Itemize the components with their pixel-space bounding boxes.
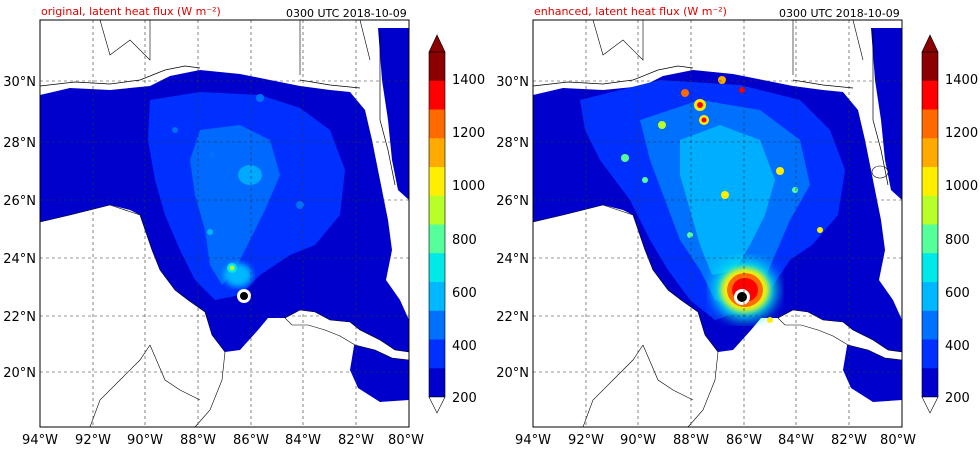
colorbar-segment	[429, 339, 445, 369]
x-tick-label: 88°W	[180, 433, 216, 448]
colorbar-segment	[922, 52, 938, 82]
colorbar-segment	[922, 167, 938, 197]
colorbar-segment	[922, 195, 938, 225]
x-tick-label: 94°W	[22, 433, 58, 448]
y-tick-label: 20°N	[3, 366, 36, 381]
y-tick-label: 20°N	[496, 366, 529, 381]
colorbar-segment	[922, 138, 938, 168]
x-tick-label: 80°W	[880, 433, 916, 448]
y-tick-label: 24°N	[3, 252, 36, 267]
colorbar-segment	[922, 310, 938, 340]
colorbar-label: 200	[452, 391, 477, 406]
left-y-ticks: 30°N 28°N 26°N 24°N 22°N 20°N	[3, 75, 36, 381]
colorbar-segment	[429, 138, 445, 168]
right-y-ticks: 30°N 28°N 26°N 24°N 22°N 20°N	[496, 75, 529, 381]
y-tick-label: 26°N	[3, 194, 36, 209]
colorbar-label: 1200	[452, 126, 485, 141]
colorbar-label: 1200	[945, 126, 978, 141]
colorbar-segment	[429, 224, 445, 254]
colorbar-segment	[922, 224, 938, 254]
x-tick-label: 92°W	[75, 433, 111, 448]
x-tick-label: 86°W	[726, 433, 762, 448]
right-gridlines	[533, 20, 902, 427]
left-colorbar-top-arrow	[428, 34, 446, 53]
colorbar-segment	[429, 52, 445, 82]
y-tick-label: 22°N	[3, 310, 36, 325]
colorbar-segment	[429, 253, 445, 283]
right-panel-title: enhanced, latent heat flux (W m⁻²)	[534, 5, 727, 18]
x-tick-label: 82°W	[338, 433, 374, 448]
left-colorbar-bottom-arrow	[428, 396, 446, 414]
colorbar-segment	[429, 109, 445, 139]
colorbar-label: 1000	[945, 179, 978, 194]
left-map	[39, 19, 410, 428]
right-colorbar	[921, 34, 939, 414]
colorbar-segment	[922, 339, 938, 369]
y-tick-label: 26°N	[496, 194, 529, 209]
x-tick-label: 84°W	[778, 433, 814, 448]
right-colorbar-labels: 1400 1200 1000 800 600 400 200	[945, 73, 978, 406]
y-tick-label: 28°N	[3, 136, 36, 151]
colorbar-segment	[429, 368, 445, 398]
left-panel-timestamp: 0300 UTC 2018-10-09	[286, 7, 407, 20]
colorbar-label: 400	[452, 339, 477, 354]
colorbar-segment	[429, 80, 445, 110]
y-tick-label: 24°N	[496, 252, 529, 267]
right-panel-timestamp: 0300 UTC 2018-10-09	[779, 7, 900, 20]
left-panel-title: original, latent heat flux (W m⁻²)	[41, 5, 221, 18]
x-tick-label: 90°W	[127, 433, 163, 448]
colorbar-label: 200	[945, 391, 970, 406]
colorbar-segment	[922, 80, 938, 110]
colorbar-label: 1000	[452, 179, 485, 194]
left-x-ticks: 94°W 92°W 90°W 88°W 86°W 84°W 82°W 80°W	[22, 433, 424, 448]
x-tick-label: 88°W	[673, 433, 709, 448]
colorbar-segment	[922, 253, 938, 283]
x-tick-label: 86°W	[233, 433, 269, 448]
right-colorbar-bottom-arrow	[921, 396, 939, 414]
x-tick-label: 92°W	[568, 433, 604, 448]
colorbar-segment	[429, 282, 445, 312]
colorbar-label: 800	[452, 233, 477, 248]
colorbar-segment	[922, 282, 938, 312]
colorbar-segment	[429, 195, 445, 225]
left-colorbar	[428, 34, 446, 414]
left-atlantic-field	[378, 28, 409, 200]
left-gridlines	[40, 20, 409, 427]
colorbar-segment	[922, 368, 938, 398]
y-tick-label: 30°N	[3, 75, 36, 90]
x-tick-label: 80°W	[388, 433, 424, 448]
colorbar-label: 1400	[945, 73, 978, 88]
right-x-ticks: 94°W 92°W 90°W 88°W 86°W 84°W 82°W 80°W	[515, 433, 916, 448]
colorbar-label: 1400	[452, 73, 485, 88]
x-tick-label: 84°W	[285, 433, 321, 448]
right-atlantic-field	[871, 28, 902, 200]
colorbar-segment	[429, 310, 445, 340]
x-tick-label: 94°W	[515, 433, 551, 448]
x-tick-label: 90°W	[620, 433, 656, 448]
y-tick-label: 30°N	[496, 75, 529, 90]
y-tick-label: 28°N	[496, 136, 529, 151]
colorbar-label: 800	[945, 233, 970, 248]
right-map	[532, 19, 903, 428]
colorbar-label: 600	[452, 286, 477, 301]
y-tick-label: 22°N	[496, 310, 529, 325]
colorbar-label: 400	[945, 339, 970, 354]
colorbar-segment	[429, 167, 445, 197]
x-tick-label: 82°W	[831, 433, 867, 448]
colorbar-label: 600	[945, 286, 970, 301]
right-colorbar-top-arrow	[921, 34, 939, 53]
left-colorbar-labels: 1400 1200 1000 800 600 400 200	[452, 73, 485, 406]
colorbar-segment	[922, 109, 938, 139]
